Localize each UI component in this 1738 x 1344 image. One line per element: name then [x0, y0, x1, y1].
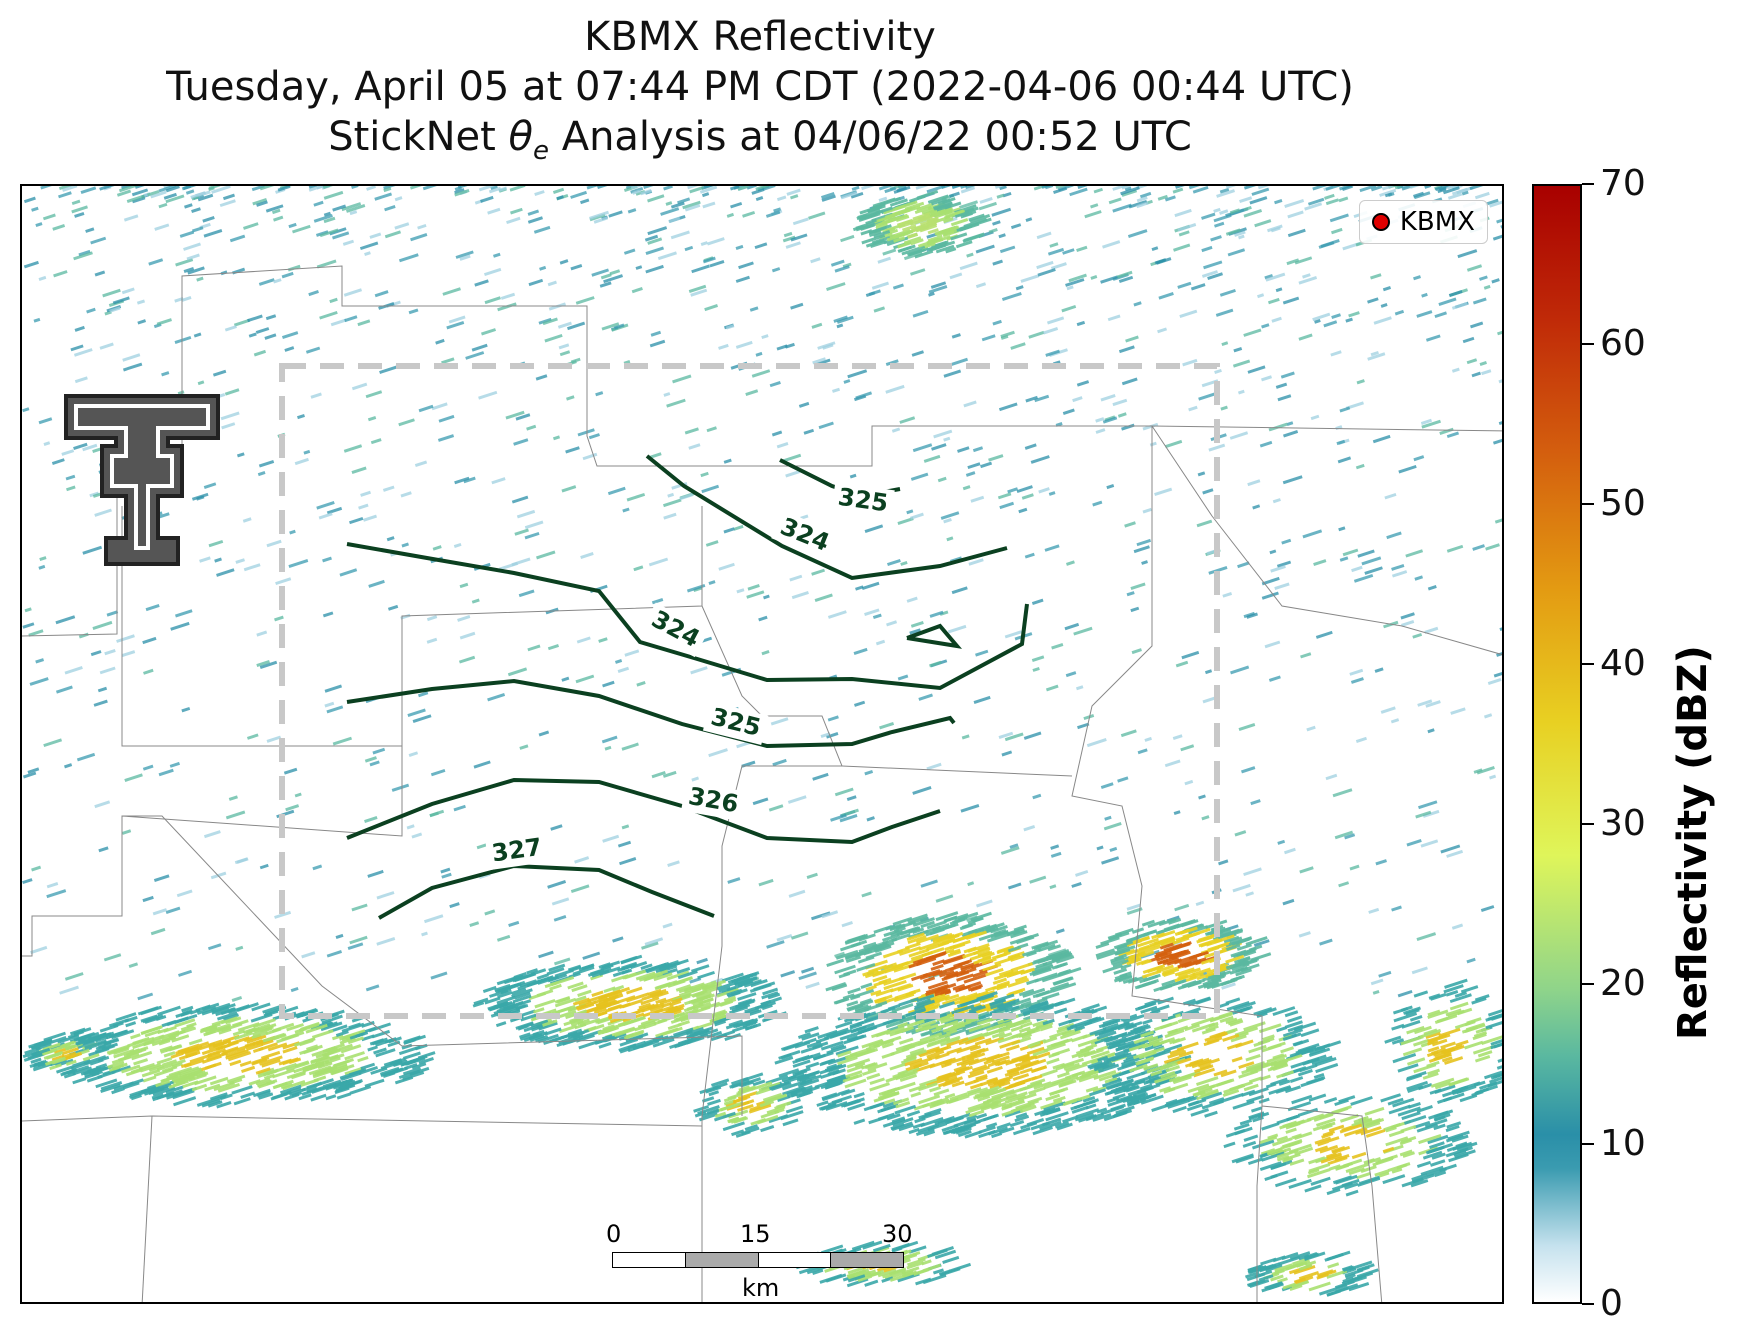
- scale-label-15: 15: [740, 1220, 771, 1248]
- colorbar-tick-mark: [1582, 503, 1594, 505]
- title-line-2: Tuesday, April 05 at 07:44 PM CDT (2022-…: [166, 64, 1354, 110]
- scale-label-0: 0: [606, 1220, 622, 1248]
- colorbar-title: Reflectivity (dBZ): [1670, 645, 1716, 1040]
- scale-unit: km: [742, 1274, 780, 1302]
- colorbar: [1532, 184, 1582, 1304]
- contour-label: 325: [708, 703, 763, 742]
- colorbar-tick-mark: [1582, 1143, 1594, 1145]
- analysis-domain-box: [279, 363, 1220, 1019]
- theta-e-contour-line: [906, 623, 963, 649]
- colorbar-tick-label: 30: [1600, 803, 1646, 844]
- colorbar-tick-label: 20: [1600, 963, 1646, 1004]
- colorbar-tick-label: 40: [1600, 643, 1646, 684]
- scale-bar-segments: [612, 1252, 904, 1268]
- radar-site-marker-icon: [1371, 213, 1390, 231]
- theta-e-contour-line: [645, 454, 1008, 581]
- contour-label: 327: [490, 833, 544, 868]
- scale-bar: 0 15 30 km: [606, 1220, 913, 1302]
- reflectivity-echoes: [22, 186, 1502, 1297]
- colorbar-tick-label: 70: [1600, 163, 1646, 204]
- theta-e-contour-line: [346, 542, 1029, 691]
- colorbar-tick-mark: [1582, 183, 1594, 185]
- colorbar-tick-label: 60: [1600, 323, 1646, 364]
- legend-label: KBMX: [1399, 207, 1475, 237]
- colorbar-tick-mark: [1582, 983, 1594, 985]
- colorbar-tick-mark: [1582, 1303, 1594, 1305]
- colorbar-tick-mark: [1582, 823, 1594, 825]
- figure-title: KBMX Reflectivity Tuesday, April 05 at 0…: [0, 12, 1520, 176]
- contour-label: 325: [836, 483, 890, 518]
- colorbar-tick-label: 0: [1600, 1283, 1623, 1324]
- scale-label-30: 30: [882, 1220, 913, 1248]
- title-line-3: StickNet θe Analysis at 04/06/22 00:52 U…: [328, 114, 1192, 166]
- title-line-1: KBMX Reflectivity: [584, 14, 936, 60]
- colorbar-tick-label: 10: [1600, 1123, 1646, 1164]
- colorbar-tick-mark: [1582, 663, 1594, 665]
- colorbar-tick-mark: [1582, 343, 1594, 345]
- radar-map: 325 324 324 325 326 327 KBMX 0 15 30 km: [20, 184, 1504, 1304]
- map-legend: KBMX: [1358, 200, 1488, 244]
- texas-tech-double-t-logo: [64, 394, 220, 566]
- theta-e-contour-line: [346, 678, 956, 749]
- theta-e-contour-line: [378, 863, 715, 920]
- colorbar-tick-label: 50: [1600, 483, 1646, 524]
